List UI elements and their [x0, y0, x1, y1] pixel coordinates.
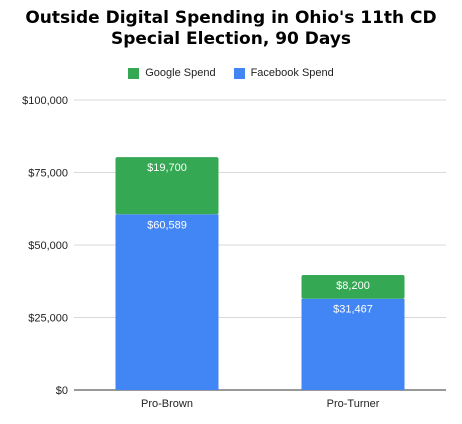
legend-label-facebook: Facebook Spend	[250, 67, 334, 79]
data-label: $60,589	[147, 219, 187, 231]
y-tick-label: $50,000	[28, 240, 68, 252]
y-tick-label: $25,000	[28, 313, 68, 325]
legend-item-google: Google Spend	[128, 67, 216, 79]
y-tick-label: $0	[56, 385, 68, 397]
legend-swatch-google	[128, 67, 140, 79]
bar-facebook-spend	[115, 214, 219, 390]
legend-item-facebook: Facebook Spend	[233, 67, 334, 79]
y-tick-label: $75,000	[28, 168, 68, 180]
chart-title-block: Outside Digital Spending in Ohio's 11th …	[0, 8, 462, 50]
chart-title: Outside Digital Spending in Ohio's 11th …	[25, 8, 437, 28]
bar-google-spend	[301, 274, 405, 299]
data-label: $8,200	[336, 280, 370, 292]
legend-swatch-facebook	[233, 67, 245, 79]
data-label: $19,700	[147, 162, 187, 174]
y-tick-label: $100,000	[22, 95, 68, 107]
legend: Google Spend Facebook Spend	[0, 67, 462, 79]
x-tick-label: Pro-Brown	[141, 398, 193, 410]
x-tick-label: Pro-Turner	[327, 398, 380, 410]
bar-google-spend	[115, 157, 219, 215]
chart-subtitle: Special Election, 90 Days	[110, 29, 352, 49]
legend-label-google: Google Spend	[145, 67, 216, 79]
bar-facebook-spend	[301, 298, 405, 390]
data-label: $31,467	[333, 304, 373, 316]
